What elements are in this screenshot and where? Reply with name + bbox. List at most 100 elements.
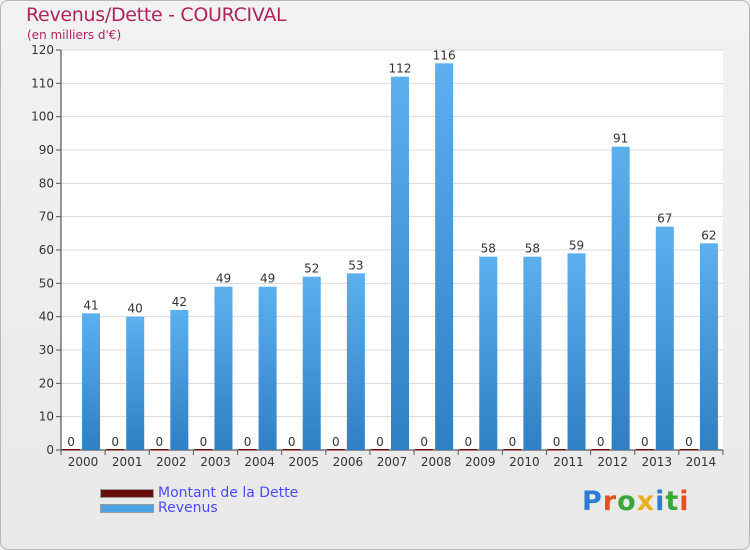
legend-swatch-revenus <box>100 504 154 513</box>
data-label-revenus: 116 <box>433 48 456 62</box>
data-label-revenus: 58 <box>525 242 540 256</box>
bar-dette <box>591 449 610 451</box>
data-label-dette: 0 <box>244 435 252 449</box>
data-label-dette: 0 <box>509 435 517 449</box>
proxiti-logo: Proxiti <box>582 486 690 517</box>
bar-dette <box>415 449 434 451</box>
y-tick-label: 70 <box>39 210 54 224</box>
logo-letter: o <box>617 486 637 517</box>
x-tick-label: 2011 <box>553 455 584 469</box>
chart-subtitle: (en milliers d'€) <box>27 28 122 42</box>
bar-dette <box>371 449 389 451</box>
bar-revenus <box>258 286 277 450</box>
x-tick-label: 2010 <box>509 455 540 469</box>
y-tick-label: 20 <box>39 376 54 390</box>
data-label-revenus: 112 <box>389 62 412 76</box>
data-label-dette: 0 <box>376 435 384 449</box>
x-tick-label: 2006 <box>333 455 364 469</box>
logo-letter: i <box>679 486 690 517</box>
data-label-revenus: 53 <box>348 258 363 272</box>
data-label-revenus: 59 <box>569 238 584 252</box>
bar-revenus <box>611 146 630 450</box>
data-label-revenus: 42 <box>172 295 187 309</box>
bar-dette <box>503 449 522 451</box>
x-tick-label: 2005 <box>288 455 319 469</box>
logo-letter: i <box>655 486 666 517</box>
x-tick-label: 2000 <box>68 455 99 469</box>
legend-item-dette: Montant de la Dette <box>100 486 298 501</box>
bar-dette <box>547 449 566 451</box>
data-label-dette: 0 <box>464 435 472 449</box>
data-label-dette: 0 <box>685 435 693 449</box>
y-tick-label: 110 <box>31 76 54 90</box>
x-tick-label: 2007 <box>377 455 408 469</box>
bar-dette <box>150 449 169 451</box>
x-tick-label: 2004 <box>244 455 275 469</box>
x-tick-label: 2012 <box>597 455 628 469</box>
x-tick-label: 2014 <box>686 455 717 469</box>
y-tick-label: 100 <box>31 110 54 124</box>
data-label-revenus: 52 <box>304 262 319 276</box>
data-label-dette: 0 <box>288 435 296 449</box>
bar-dette <box>679 449 698 451</box>
data-label-revenus: 49 <box>216 272 231 286</box>
bar-dette <box>282 449 301 451</box>
x-tick-label: 2001 <box>112 455 143 469</box>
bar-revenus <box>523 256 542 450</box>
chart-title: Revenus/Dette - COURCIVAL <box>26 4 287 26</box>
logo-letter: P <box>582 486 603 517</box>
y-tick-label: 120 <box>31 43 54 57</box>
y-tick-label: 30 <box>39 343 54 357</box>
legend-label-dette: Montant de la Dette <box>158 485 299 501</box>
data-label-revenus: 49 <box>260 272 275 286</box>
legend-label-revenus: Revenus <box>158 500 218 516</box>
bar-dette <box>238 449 257 451</box>
y-tick-label: 10 <box>39 410 54 424</box>
y-tick-label: 40 <box>39 310 54 324</box>
bar-dette <box>194 449 213 451</box>
bar-revenus <box>170 310 189 450</box>
bar-revenus <box>435 63 454 450</box>
data-label-dette: 0 <box>420 435 428 449</box>
x-tick-label: 2002 <box>156 455 187 469</box>
data-label-dette: 0 <box>332 435 340 449</box>
bar-dette <box>635 449 654 451</box>
bar-dette <box>459 449 478 451</box>
data-label-dette: 0 <box>200 435 208 449</box>
bar-dette <box>106 449 125 451</box>
y-tick-label: 80 <box>39 176 54 190</box>
data-label-dette: 0 <box>67 435 75 449</box>
x-tick-label: 2013 <box>642 455 673 469</box>
bar-dette <box>326 449 345 451</box>
data-label-dette: 0 <box>156 435 164 449</box>
x-tick-label: 2003 <box>200 455 231 469</box>
legend: Montant de la Dette Revenus <box>100 486 298 516</box>
bar-revenus <box>346 273 365 450</box>
bar-revenus <box>126 316 145 450</box>
bar-dette <box>62 449 81 451</box>
bar-revenus <box>82 313 101 450</box>
bar-revenus <box>567 253 586 450</box>
x-tick-label: 2008 <box>421 455 452 469</box>
bar-revenus <box>391 76 409 451</box>
y-tick-label: 90 <box>39 143 54 157</box>
data-label-revenus: 62 <box>701 228 716 242</box>
data-label-revenus: 41 <box>83 298 98 312</box>
legend-swatch-dette <box>100 489 154 498</box>
x-tick-label: 2009 <box>465 455 496 469</box>
bar-revenus <box>214 286 233 450</box>
legend-item-revenus: Revenus <box>100 501 298 516</box>
data-label-dette: 0 <box>111 435 119 449</box>
bar-revenus <box>699 243 718 450</box>
data-label-dette: 0 <box>597 435 605 449</box>
data-label-dette: 0 <box>641 435 649 449</box>
bar-revenus <box>655 226 674 450</box>
logo-letter: r <box>602 486 618 517</box>
bar-revenus <box>479 256 498 450</box>
data-label-revenus: 58 <box>481 242 496 256</box>
y-tick-label: 50 <box>39 276 54 290</box>
data-label-revenus: 40 <box>128 302 143 316</box>
data-label-revenus: 91 <box>613 132 628 146</box>
bar-revenus <box>302 276 321 450</box>
